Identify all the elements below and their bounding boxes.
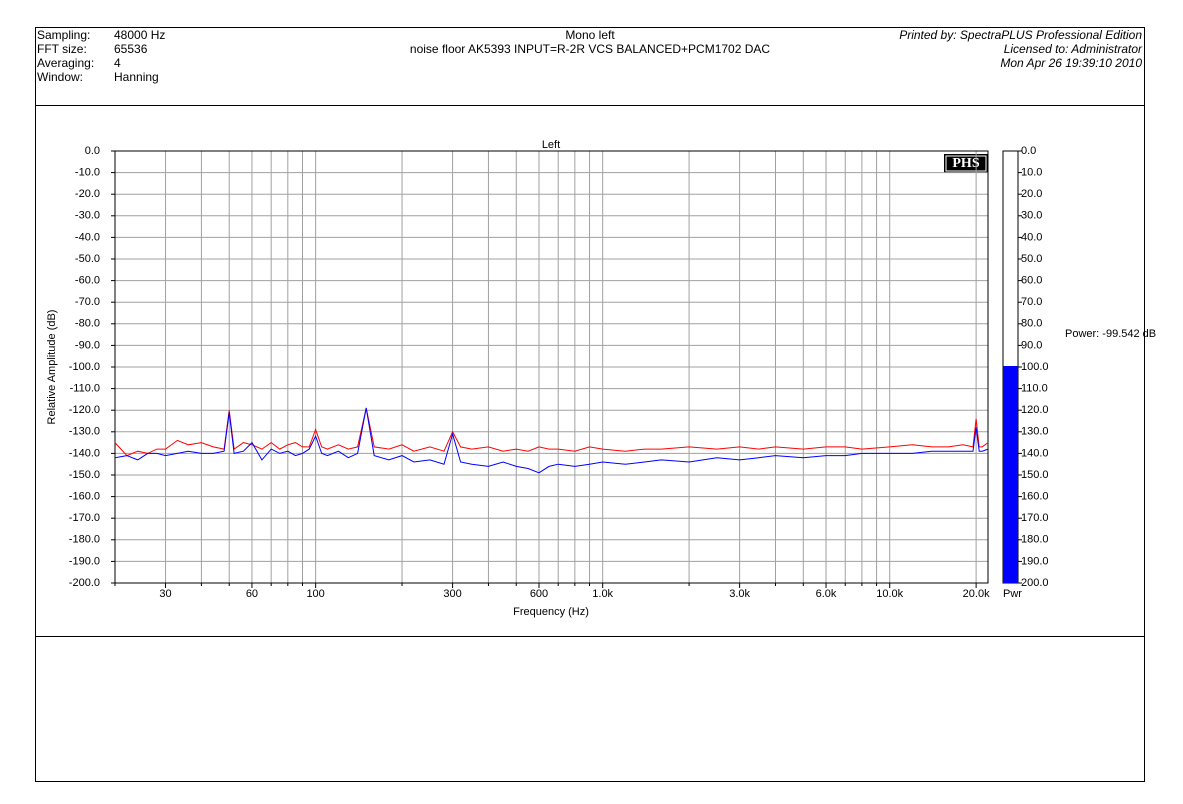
logo-box [944,154,988,173]
y-tick-label: 120.0 [1021,404,1049,416]
x-tick-label: 6.0k [816,588,837,600]
y-tick-label: -180.0 [69,534,100,546]
y-tick-label: 140.0 [1021,447,1049,459]
y-tick-label: -200.0 [69,577,100,589]
y-tick-label: 0.0 [1021,145,1036,157]
x-tick-label: 20.0k [963,588,990,600]
y-tick-label: 110.0 [1021,383,1048,395]
header-right: Printed by: SpectraPLUS Professional Edi… [899,28,1142,42]
header-title: Mono left [565,28,615,42]
y-tick-label: 190.0 [1021,555,1049,567]
x-tick-label: 30 [159,588,171,600]
category-label: Pwr [1003,588,1022,600]
y-tick-label: -20.0 [75,188,100,200]
x-tick-label: 10.0k [876,588,903,600]
logo: PHS [952,156,979,171]
y-tick-label: -60.0 [75,275,100,287]
meter-bar [1003,366,1018,583]
value-label: Power: -99.542 dB [1065,328,1156,340]
y-tick-label: -150.0 [69,469,100,481]
header-value: 65536 [114,42,148,56]
y-tick-label: 160.0 [1021,491,1049,503]
y-tick-label: 0.0 [85,145,100,157]
header-label: Window: [37,70,83,84]
y-tick-label: 10.0 [1021,167,1042,179]
y-tick-label: 180.0 [1021,534,1049,546]
y-tick-label: 130.0 [1021,426,1049,438]
y-tick-label: 90.0 [1021,339,1042,351]
y-tick-label: -90.0 [75,339,100,351]
spectrum-line [114,407,989,474]
y-tick-label: -130.0 [69,426,100,438]
y-tick-label: -140.0 [69,447,100,459]
x-tick-label: 100 [306,588,324,600]
x-tick-label: 3.0k [729,588,750,600]
y-tick-label: -170.0 [69,512,100,524]
logo-inner [945,155,987,172]
y-tick-label: 170.0 [1021,512,1049,524]
y-tick-label: -110.0 [70,383,100,395]
x-tick-label: 60 [246,588,258,600]
y-tick-label: 60.0 [1021,275,1042,287]
frame [35,27,1145,782]
y-tick-label: 100.0 [1021,361,1049,373]
y-tick-label: 20.0 [1021,188,1042,200]
y-tick-label: -70.0 [75,296,100,308]
header-label: Averaging: [37,56,94,70]
y-tick-label: -50.0 [75,253,100,265]
header-value: 48000 Hz [114,28,165,42]
y-tick-label: 70.0 [1021,296,1042,308]
y-tick-label: 150.0 [1021,469,1049,481]
header-label: Sampling: [37,28,90,42]
y-tick-label: 200.0 [1021,577,1049,589]
y-tick-label: 40.0 [1021,231,1042,243]
y-tick-label: -100.0 [69,361,100,373]
x-tick-label: 600 [530,588,548,600]
y-tick-label: -10.0 [75,167,100,179]
y-tick-label: -190.0 [69,555,100,567]
x-tick-label: 300 [443,588,461,600]
header-value: 4 [114,56,121,70]
y-tick-label: 50.0 [1021,253,1042,265]
y-tick-label: 30.0 [1021,210,1042,222]
header-subtitle: noise floor AK5393 INPUT=R-2R VCS BALANC… [410,42,770,56]
y-tick-label: -30.0 [75,210,100,222]
y-tick-label: -160.0 [69,491,100,503]
y-tick-label: -120.0 [69,404,100,416]
y-tick-label: 80.0 [1021,318,1042,330]
plot-border [114,150,989,584]
header-right: Mon Apr 26 19:39:10 2010 [1000,56,1142,70]
y-axis-label: Relative Amplitude (dB) [46,310,58,425]
x-axis-label: Frequency (Hz) [513,606,589,618]
header-value: Hanning [114,70,159,84]
header-label: FFT size: [37,42,87,56]
y-tick-label: -40.0 [75,231,100,243]
chart-title: Left [542,139,560,151]
y-tick-label: -80.0 [75,318,100,330]
x-tick-label: 1.0k [592,588,613,600]
header-right: Licensed to: Administrator [1004,42,1143,56]
